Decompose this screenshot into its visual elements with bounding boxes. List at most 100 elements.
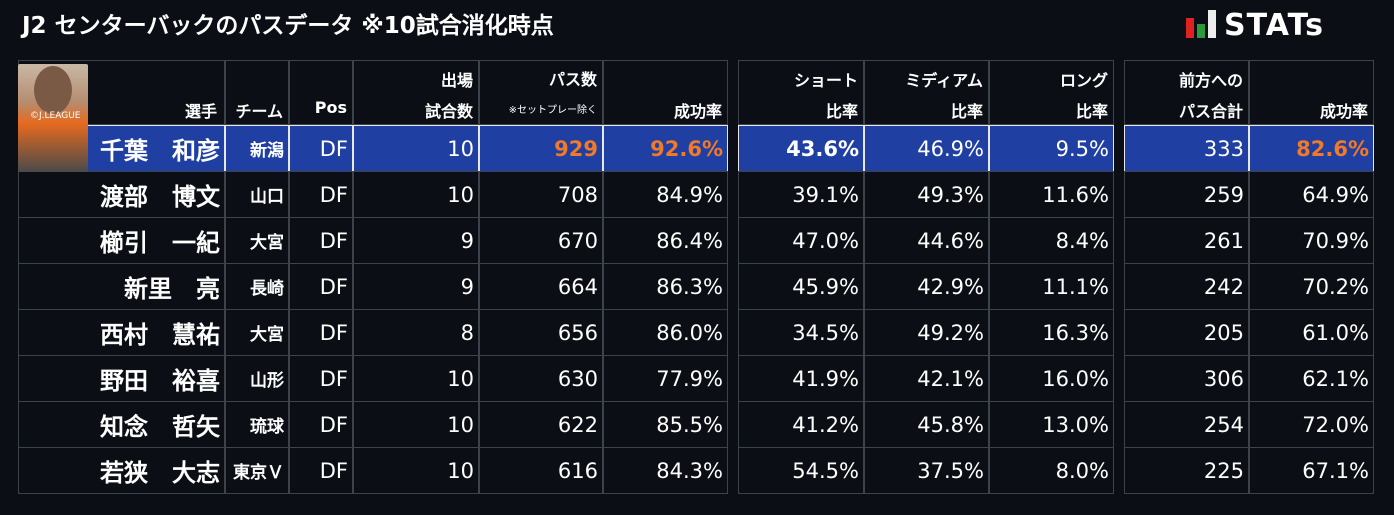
player-name: 野田 裕喜 [18,355,225,402]
player-name: 知念 哲矢 [18,401,225,448]
header-note: ※セットプレー除く [508,105,597,116]
logo-icon [1186,18,1194,38]
value-cell: 64.9% [1249,171,1374,218]
value-cell: DF [289,401,353,448]
team: 長崎 [225,263,289,310]
header-cell [603,60,728,125]
value-cell: 34.5% [738,309,864,356]
header-label: 成功率 [673,102,722,121]
value-cell: 11.6% [989,171,1114,218]
player-name: 西村 慧祐 [18,309,225,356]
value-cell: 49.2% [864,309,989,356]
header-cell [864,60,989,125]
value-cell: 259 [1124,171,1249,218]
value-cell: 10 [353,447,479,494]
value-cell: 37.5% [864,447,989,494]
value-cell: 622 [479,401,603,448]
value-cell: 16.0% [989,355,1114,402]
player-name: 若狭 大志 [18,447,225,494]
header-label: 比率 [950,102,983,121]
value-cell: 47.0% [738,217,864,264]
photo-credit: ©J.LEAGUE [30,111,81,121]
value-cell: DF [289,263,353,310]
value-cell: 9 [353,217,479,264]
value-cell: 45.9% [738,263,864,310]
header-cell [353,60,479,125]
value-cell: 54.5% [738,447,864,494]
value-cell: 8.0% [989,447,1114,494]
header-label: チーム [235,102,283,121]
value-cell: 44.6% [864,217,989,264]
value-cell: 11.1% [989,263,1114,310]
header-cell [989,60,1114,125]
header-label: 試合数 [424,102,473,121]
value-cell: 254 [1124,401,1249,448]
team: 大宮 [225,217,289,264]
value-cell: 656 [479,309,603,356]
value-cell: 82.6% [1249,125,1374,172]
value-cell: 929 [479,125,603,172]
title: J2 センターバックのパスデータ ※10試合消化時点 [22,13,554,39]
value-cell: 10 [353,401,479,448]
value-cell: 16.3% [989,309,1114,356]
value-cell: 42.9% [864,263,989,310]
header-label: パス数 [548,70,597,89]
value-cell: 43.6% [738,125,864,172]
value-cell: 77.9% [603,355,728,402]
value-cell: 225 [1124,447,1249,494]
team: 琉球 [225,401,289,448]
value-cell: 261 [1124,217,1249,264]
header-cell [1249,60,1374,125]
value-cell: 84.9% [603,171,728,218]
header-cell [1124,60,1249,125]
value-cell: 9 [353,263,479,310]
header-label: Pos [314,98,347,117]
value-cell: 306 [1124,355,1249,402]
value-cell: 84.3% [603,447,728,494]
value-cell: 664 [479,263,603,310]
header-cell [225,60,289,125]
value-cell: 45.8% [864,401,989,448]
team: 大宮 [225,309,289,356]
header-label: ロング [1059,71,1108,90]
value-cell: DF [289,217,353,264]
header-label: ミディアム [905,71,983,90]
value-cell: 46.9% [864,125,989,172]
value-cell: 41.9% [738,355,864,402]
player-name: 新里 亮 [18,263,225,310]
value-cell: 630 [479,355,603,402]
value-cell: 10 [353,125,479,172]
team: 新潟 [225,125,289,172]
value-cell: 49.3% [864,171,989,218]
value-cell: 41.2% [738,401,864,448]
header-label: 選手 [184,102,217,121]
logo-icon [1208,10,1216,38]
value-cell: 67.1% [1249,447,1374,494]
value-cell: 62.1% [1249,355,1374,402]
logo-icon [1197,24,1205,38]
value-cell: 708 [479,171,603,218]
header-label: 出場 [440,71,473,90]
value-cell: DF [289,447,353,494]
value-cell: 13.0% [989,401,1114,448]
value-cell: DF [289,309,353,356]
value-cell: 92.6% [603,125,728,172]
header-cell [738,60,864,125]
header-label: 比率 [1075,102,1108,121]
value-cell: 70.9% [1249,217,1374,264]
value-cell: 70.2% [1249,263,1374,310]
value-cell: 42.1% [864,355,989,402]
value-cell: 333 [1124,125,1249,172]
value-cell: 9.5% [989,125,1114,172]
value-cell: 86.4% [603,217,728,264]
team: 山形 [225,355,289,402]
value-cell: 39.1% [738,171,864,218]
header-label: 比率 [825,102,858,121]
value-cell: DF [289,355,353,402]
team: 山口 [225,171,289,218]
value-cell: 205 [1124,309,1249,356]
header-label: 前方への [1178,71,1243,90]
team: 東京Ｖ [225,447,289,494]
value-cell: 670 [479,217,603,264]
